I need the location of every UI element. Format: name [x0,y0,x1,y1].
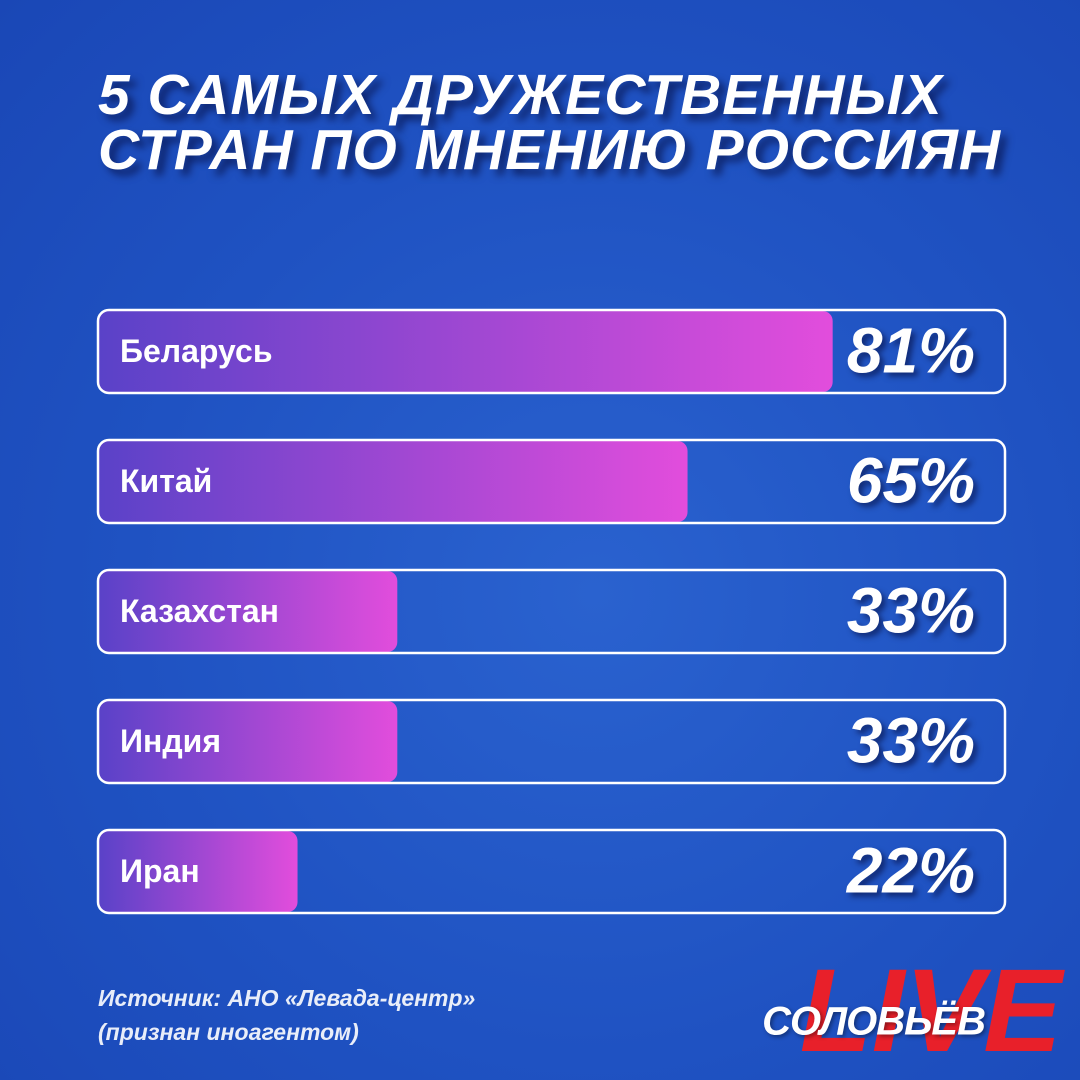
category-label: Беларусь [120,333,273,369]
value-label: 33% [847,704,975,776]
bar-track [96,568,1007,655]
value-label: 65% [847,444,975,516]
bar [99,441,688,522]
category-label: Иран [120,853,200,889]
source-line: (признан иноагентом) [98,1019,359,1045]
brand-live: LIVE [800,945,1066,1077]
bar [99,701,398,782]
category-label: Казахстан [120,593,279,629]
bar [99,311,833,392]
chart-title: 5 САМЫХ ДРУЖЕСТВЕННЫХ СТРАН ПО МНЕНИЮ РО… [98,63,1002,182]
bar [99,571,398,652]
value-label: 22% [846,834,975,906]
value-label: 33% [847,574,975,646]
value-label: 81% [847,314,975,386]
bar-track [96,828,1007,915]
category-label: Индия [120,723,221,759]
source-line: Источник: АНО «Левада-центр» [98,985,476,1011]
bar-track [96,438,1007,525]
bar-track [96,698,1007,785]
category-label: Китай [120,463,212,499]
brand-name: СОЛОВЬЁВ [762,1000,985,1044]
bar [99,831,298,912]
bar-track [96,308,1007,395]
